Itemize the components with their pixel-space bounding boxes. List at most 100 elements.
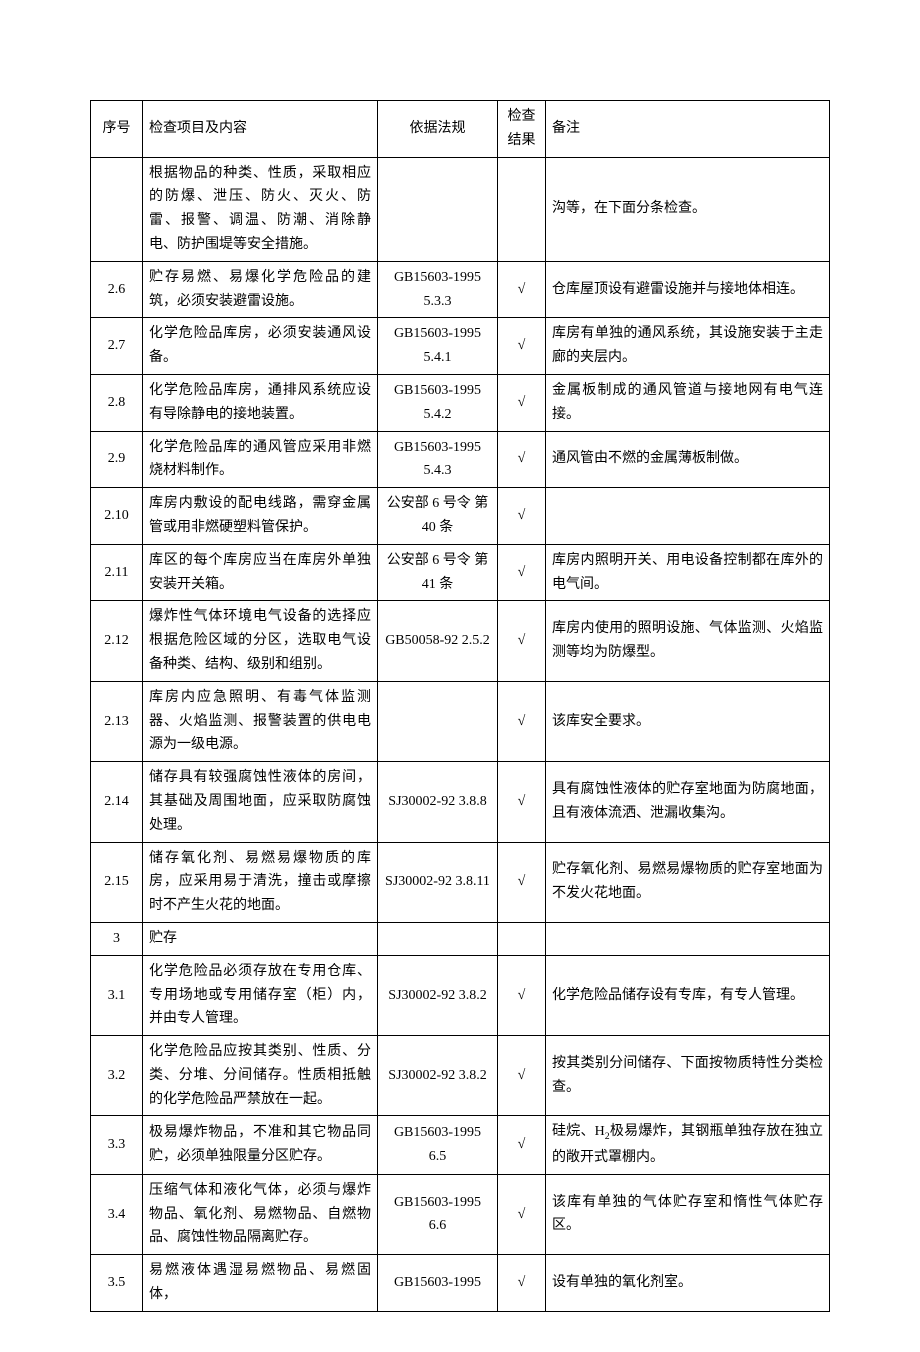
cell-basis: GB15603-1995 5.4.3 [378, 431, 498, 488]
col-header-note: 备注 [546, 101, 830, 158]
col-header-seq: 序号 [91, 101, 143, 158]
cell-item: 化学危险品库房，必须安装通风设备。 [143, 318, 378, 375]
cell-note: 具有腐蚀性液体的贮存室地面为防腐地面，且有液体流洒、泄漏收集沟。 [546, 762, 830, 842]
cell-seq [91, 157, 143, 261]
cell-item: 贮存 [143, 922, 378, 955]
cell-result: √ [498, 488, 546, 545]
cell-result: √ [498, 1116, 546, 1174]
cell-item: 库房内应急照明、有毒气体监测器、火焰监测、报警装置的供电电源为一级电源。 [143, 681, 378, 761]
cell-basis: SJ30002-92 3.8.2 [378, 955, 498, 1035]
cell-note: 通风管由不燃的金属薄板制做。 [546, 431, 830, 488]
cell-item: 极易爆炸物品，不准和其它物品同贮，必须单独限量分区贮存。 [143, 1116, 378, 1174]
cell-basis: GB15603-1995 [378, 1255, 498, 1312]
cell-seq: 3.5 [91, 1255, 143, 1312]
cell-item: 化学危险品库房，通排风系统应设有导除静电的接地装置。 [143, 374, 378, 431]
cell-note: 化学危险品储存设有专库，有专人管理。 [546, 955, 830, 1035]
cell-item: 储存具有较强腐蚀性液体的房间，其基础及周围地面，应采取防腐蚀处理。 [143, 762, 378, 842]
cell-item: 储存氧化剂、易燃易爆物质的库房，应采用易于清洗，撞击或摩擦时不产生火花的地面。 [143, 842, 378, 922]
table-row: 2.13库房内应急照明、有毒气体监测器、火焰监测、报警装置的供电电源为一级电源。… [91, 681, 830, 761]
cell-result: √ [498, 544, 546, 601]
cell-basis: SJ30002-92 3.8.11 [378, 842, 498, 922]
cell-result [498, 157, 546, 261]
cell-item: 贮存易燃、易爆化学危险品的建筑，必须安装避雷设施。 [143, 261, 378, 318]
cell-note [546, 488, 830, 545]
cell-note: 设有单独的氧化剂室。 [546, 1255, 830, 1312]
cell-item: 化学危险品库的通风管应采用非燃烧材料制作。 [143, 431, 378, 488]
cell-basis: GB15603-1995 5.4.1 [378, 318, 498, 375]
cell-basis [378, 922, 498, 955]
cell-basis [378, 681, 498, 761]
cell-note: 贮存氧化剂、易燃易爆物质的贮存室地面为不发火花地面。 [546, 842, 830, 922]
cell-basis: 公安部 6 号令 第 41 条 [378, 544, 498, 601]
cell-result: √ [498, 955, 546, 1035]
cell-result: √ [498, 681, 546, 761]
cell-note [546, 922, 830, 955]
cell-item: 库房内敷设的配电线路，需穿金属管或用非燃硬塑料管保护。 [143, 488, 378, 545]
table-row: 2.9化学危险品库的通风管应采用非燃烧材料制作。GB15603-1995 5.4… [91, 431, 830, 488]
cell-basis: GB15603-1995 6.5 [378, 1116, 498, 1174]
cell-seq: 2.13 [91, 681, 143, 761]
cell-seq: 2.11 [91, 544, 143, 601]
cell-item: 化学危险品应按其类别、性质、分类、分堆、分间储存。性质相抵触的化学危险品严禁放在… [143, 1036, 378, 1116]
cell-basis: SJ30002-92 3.8.2 [378, 1036, 498, 1116]
table-row: 2.15储存氧化剂、易燃易爆物质的库房，应采用易于清洗，撞击或摩擦时不产生火花的… [91, 842, 830, 922]
cell-item: 库区的每个库房应当在库房外单独安装开关箱。 [143, 544, 378, 601]
cell-result: √ [498, 261, 546, 318]
cell-item: 化学危险品必须存放在专用仓库、专用场地或专用储存室（柜）内，并由专人管理。 [143, 955, 378, 1035]
cell-item: 爆炸性气体环境电气设备的选择应根据危险区域的分区，选取电气设备种类、结构、级别和… [143, 601, 378, 681]
cell-seq: 2.12 [91, 601, 143, 681]
cell-note: 库房内使用的照明设施、气体监测、火焰监测等均为防爆型。 [546, 601, 830, 681]
cell-result: √ [498, 842, 546, 922]
cell-seq: 2.6 [91, 261, 143, 318]
cell-note: 金属板制成的通风管道与接地网有电气连接。 [546, 374, 830, 431]
table-row: 2.8化学危险品库房，通排风系统应设有导除静电的接地装置。GB15603-199… [91, 374, 830, 431]
table-row: 2.11库区的每个库房应当在库房外单独安装开关箱。公安部 6 号令 第 41 条… [91, 544, 830, 601]
table-row: 3.4压缩气体和液化气体，必须与爆炸物品、氧化剂、易燃物品、自燃物品、腐蚀性物品… [91, 1174, 830, 1254]
cell-basis: GB15603-1995 5.4.2 [378, 374, 498, 431]
cell-note: 该库安全要求。 [546, 681, 830, 761]
cell-result: √ [498, 374, 546, 431]
cell-result: √ [498, 1255, 546, 1312]
cell-result: √ [498, 318, 546, 375]
col-header-item: 检查项目及内容 [143, 101, 378, 158]
cell-basis: GB15603-1995 6.6 [378, 1174, 498, 1254]
cell-result: √ [498, 601, 546, 681]
cell-item: 根据物品的种类、性质，采取相应的防爆、泄压、防火、灭火、防雷、报警、调温、防潮、… [143, 157, 378, 261]
cell-seq: 2.10 [91, 488, 143, 545]
cell-note: 沟等，在下面分条检查。 [546, 157, 830, 261]
cell-note: 库房有单独的通风系统，其设施安装于主走廊的夹层内。 [546, 318, 830, 375]
cell-basis: SJ30002-92 3.8.8 [378, 762, 498, 842]
cell-basis: GB15603-1995 5.3.3 [378, 261, 498, 318]
table-header-row: 序号 检查项目及内容 依据法规 检查 结果 备注 [91, 101, 830, 158]
cell-note: 仓库屋顶设有避雷设施并与接地体相连。 [546, 261, 830, 318]
cell-note: 该库有单独的气体贮存室和惰性气体贮存区。 [546, 1174, 830, 1254]
cell-basis: 公安部 6 号令 第 40 条 [378, 488, 498, 545]
cell-result: √ [498, 1174, 546, 1254]
cell-note: 硅烷、H2极易爆炸，其钢瓶单独存放在独立的敞开式罩棚内。 [546, 1116, 830, 1174]
cell-note: 按其类别分间储存、下面按物质特性分类检查。 [546, 1036, 830, 1116]
cell-item: 压缩气体和液化气体，必须与爆炸物品、氧化剂、易燃物品、自燃物品、腐蚀性物品隔离贮… [143, 1174, 378, 1254]
cell-seq: 2.8 [91, 374, 143, 431]
table-row: 2.6贮存易燃、易爆化学危险品的建筑，必须安装避雷设施。GB15603-1995… [91, 261, 830, 318]
cell-seq: 2.9 [91, 431, 143, 488]
table-row: 2.14储存具有较强腐蚀性液体的房间，其基础及周围地面，应采取防腐蚀处理。SJ3… [91, 762, 830, 842]
table-row: 2.7化学危险品库房，必须安装通风设备。GB15603-1995 5.4.1√库… [91, 318, 830, 375]
table-row: 3.5易燃液体遇湿易燃物品、易燃固体，GB15603-1995√设有单独的氧化剂… [91, 1255, 830, 1312]
cell-basis [378, 157, 498, 261]
cell-seq: 2.14 [91, 762, 143, 842]
table-row: 2.10库房内敷设的配电线路，需穿金属管或用非燃硬塑料管保护。公安部 6 号令 … [91, 488, 830, 545]
cell-seq: 3.2 [91, 1036, 143, 1116]
cell-seq: 3.1 [91, 955, 143, 1035]
cell-result: √ [498, 431, 546, 488]
table-row: 3.1化学危险品必须存放在专用仓库、专用场地或专用储存室（柜）内，并由专人管理。… [91, 955, 830, 1035]
cell-result [498, 922, 546, 955]
col-header-result: 检查 结果 [498, 101, 546, 158]
cell-note: 库房内照明开关、用电设备控制都在库外的电气间。 [546, 544, 830, 601]
inspection-table: 序号 检查项目及内容 依据法规 检查 结果 备注 根据物品的种类、性质，采取相应… [90, 100, 830, 1312]
table-row: 根据物品的种类、性质，采取相应的防爆、泄压、防火、灭火、防雷、报警、调温、防潮、… [91, 157, 830, 261]
table-row: 3贮存 [91, 922, 830, 955]
cell-seq: 2.15 [91, 842, 143, 922]
table-row: 3.2化学危险品应按其类别、性质、分类、分堆、分间储存。性质相抵触的化学危险品严… [91, 1036, 830, 1116]
cell-result: √ [498, 762, 546, 842]
col-header-basis: 依据法规 [378, 101, 498, 158]
